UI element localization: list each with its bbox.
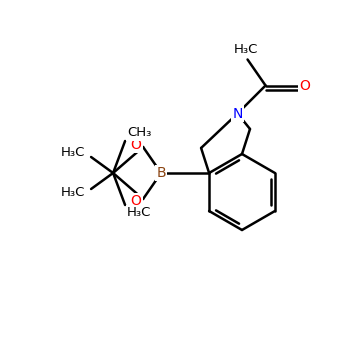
Text: B: B [156, 166, 166, 180]
Text: N: N [232, 106, 243, 120]
Text: H₃C: H₃C [233, 43, 258, 56]
Text: O: O [299, 78, 310, 92]
Text: CH₃: CH₃ [127, 126, 151, 140]
Text: H₃C: H₃C [61, 187, 85, 199]
Text: H₃C: H₃C [127, 206, 151, 219]
Text: O: O [131, 194, 141, 208]
Text: O: O [131, 138, 141, 152]
Text: H₃C: H₃C [61, 147, 85, 160]
